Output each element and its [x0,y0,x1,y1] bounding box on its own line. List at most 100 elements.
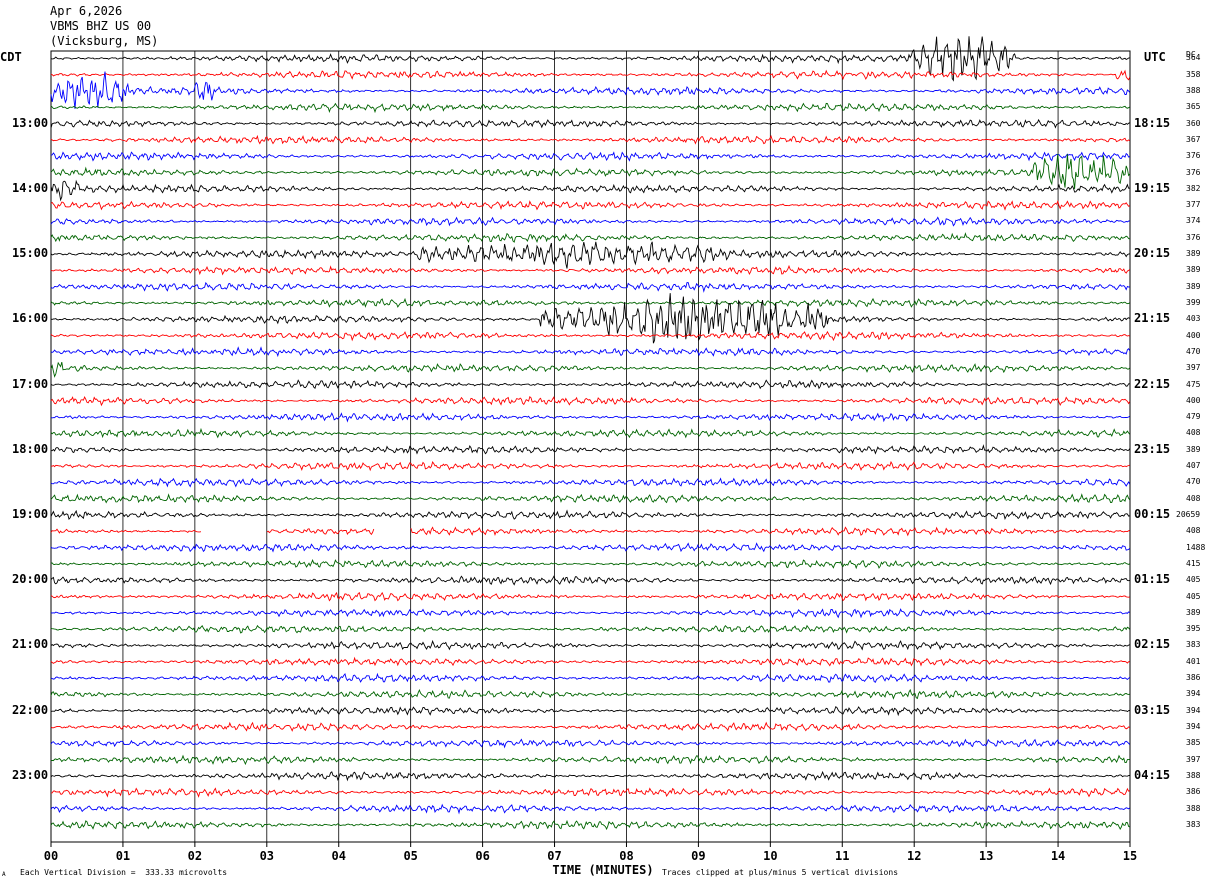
x-tick-label: 07 [547,849,561,863]
seismic-trace [50,738,1131,749]
seismic-trace [50,69,1131,81]
seismic-trace [50,264,1131,276]
station-name: VBMS BHZ US 00 [50,19,152,33]
dc-offset-label: 470 [1186,346,1201,356]
seismic-trace [50,460,1130,472]
dc-offset-label: 394 [1186,689,1201,699]
dc-offset-label: 376 [1186,232,1201,242]
dc-offset-label: 407 [1186,461,1201,471]
dc-offset-label: 382 [1186,183,1201,193]
dc-offset-label: 408 [1186,493,1201,503]
dc-offset-label: 376 [1186,151,1201,161]
dc-offset-label: 376 [1186,167,1201,177]
x-tick-label: 00 [44,849,58,863]
dc-offset-label: 389 [1186,249,1201,259]
x-tick-label: 15 [1123,849,1137,863]
right-hour-label: 03:15 [1134,702,1171,717]
dc-offset-label: 389 [1186,281,1201,291]
seismic-trace [50,787,1131,798]
x-tick-label: 14 [1051,849,1065,863]
right-hour-label: 20:15 [1134,246,1171,261]
seismic-trace [50,705,1130,717]
seismic-trace [50,526,1130,537]
seismic-trace [50,153,1131,190]
seismic-trace [50,509,1130,521]
dc-offset-label: 399 [1186,297,1201,307]
seismic-trace [50,232,1130,244]
x-tick-label: 10 [763,849,777,863]
dc-offset-label: 388 [1186,770,1201,780]
dc-offset-label: 397 [1186,754,1201,764]
seismic-trace [50,608,1130,619]
seismic-trace [50,199,1131,211]
dc-offset-label: 388 [1186,803,1201,813]
dc-offset-label: 360 [1186,118,1201,128]
seismic-trace [50,379,1130,390]
x-tick-label: 13 [979,849,993,863]
dc-offset-label: 388 [1186,85,1201,95]
seismic-trace [50,151,1130,162]
dc-offset-label: 394 [1186,722,1201,732]
dc-offset-label: 383 [1186,640,1201,650]
dc-offset-label: 389 [1186,444,1201,454]
dc-offset-label: 470 [1186,477,1201,487]
x-axis-label: TIME (MINUTES) [552,863,653,877]
dc-offset-label: 389 [1186,265,1201,275]
seismic-trace [50,721,1131,732]
dc-offset-label: 364 [1186,53,1201,63]
seismic-trace [50,672,1131,683]
left-hour-label: 17:00 [12,376,49,391]
seismic-trace [50,754,1130,766]
x-tick-label: 09 [691,849,705,863]
dc-offset-label: 405 [1186,591,1201,601]
seismic-trace [50,346,1131,358]
dc-offset-label: 408 [1186,428,1201,438]
dc-offset-label: 397 [1186,363,1201,373]
dc-offset-label: 400 [1186,330,1201,340]
x-tick-label: 01 [116,849,130,863]
left-hour-label: 21:00 [12,637,49,652]
left-hour-label: 22:00 [12,702,49,717]
station-location: (Vicksburg, MS) [50,34,159,48]
right-hour-label: 18:15 [1134,115,1171,130]
left-hour-label: 13:00 [12,115,49,130]
right-hour-label: 01:15 [1134,572,1171,587]
clip-note: Traces clipped at plus/minus 5 vertical … [662,868,899,877]
plot-date: Apr 6,2026 [50,4,123,18]
seismic-trace [50,134,1131,145]
dc-offset-label: 408 [1186,526,1201,536]
dc-offset-label: 395 [1186,624,1201,634]
x-tick-labels: 00 01 02 03 04 05 06 07 08 09 10 11 12 13 14 15 [44,842,1137,863]
seismic-trace [50,493,1131,504]
seismic-trace [50,575,1130,586]
left-timezone-label: CDT [0,50,22,64]
seismic-trace [50,591,1130,602]
seismic-trace [50,179,1130,202]
left-hour-label: 14:00 [12,180,49,195]
seismic-trace [50,656,1130,667]
seismic-trace [50,427,1131,439]
x-tick-label: 08 [619,849,633,863]
dc-offset-label: 365 [1186,102,1201,112]
dc-offset-label: 403 [1186,314,1201,324]
left-hour-label: 20:00 [12,572,49,587]
left-hour-label: 15:00 [12,246,49,261]
seismic-trace [50,241,1130,269]
seismic-trace [50,293,1131,344]
dc-offset-label: 401 [1186,656,1201,666]
scale-note: Each Vertical Division = 333.33 microvol… [20,868,228,877]
left-hour-label: 19:00 [12,506,49,521]
seismic-trace [50,803,1131,815]
seismic-trace [50,819,1131,831]
dc-offset-label: 394 [1186,705,1201,715]
right-hour-label: 04:15 [1134,767,1171,782]
seismic-trace [50,639,1130,651]
plot-frame [50,50,1131,843]
dc-offset-label: 383 [1186,819,1201,829]
dc-offset-label: 475 [1186,379,1201,389]
dc-offset-label: 389 [1186,607,1201,617]
dc-offset-label: 385 [1186,738,1201,748]
dc-offset-label: 377 [1186,200,1201,210]
x-tick-label: 11 [835,849,849,863]
left-hour-label: 18:00 [12,441,49,456]
